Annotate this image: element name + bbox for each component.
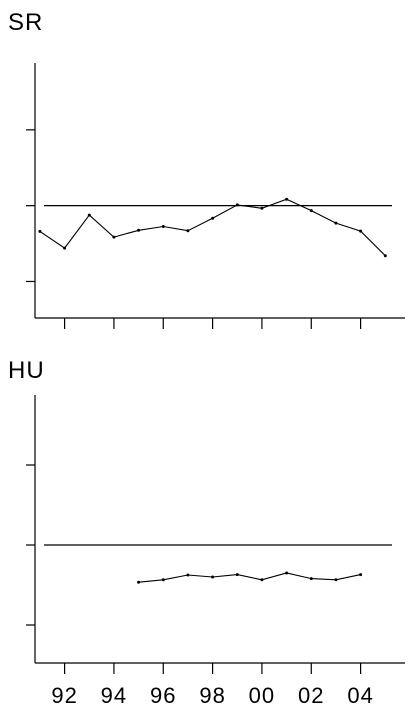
data-point-1999 [235, 573, 239, 577]
x-tick-label-5: 02 [298, 683, 324, 708]
data-point-1997 [186, 229, 190, 233]
x-tick-label-1: 94 [101, 683, 127, 708]
data-point-1999 [235, 203, 239, 207]
data-point-1991 [38, 229, 42, 233]
data-point-2002 [309, 209, 313, 213]
x-tick-label-0: 92 [51, 683, 77, 708]
data-point-2003 [334, 221, 338, 225]
data-point-2001 [285, 571, 289, 575]
data-point-2000 [260, 578, 264, 582]
x-tick-label-4: 00 [249, 683, 275, 708]
series-line-0 [39, 198, 386, 257]
series-line-0 [138, 572, 361, 583]
data-point-2005 [383, 254, 387, 258]
data-point-2002 [309, 577, 313, 581]
x-tick-label-6: 04 [347, 683, 373, 708]
data-point-2003 [334, 578, 338, 582]
data-point-1995 [137, 228, 141, 232]
data-point-1997 [186, 573, 190, 577]
data-point-1996 [161, 578, 165, 582]
data-point-2004 [359, 573, 363, 577]
data-point-1992 [63, 246, 67, 250]
data-point-1994 [112, 235, 116, 239]
data-point-1995 [137, 580, 141, 584]
data-point-1998 [211, 216, 215, 220]
chart-panel-sr [26, 63, 405, 329]
data-point-1998 [211, 575, 215, 579]
x-tick-label-3: 98 [199, 683, 225, 708]
x-tick-label-2: 96 [150, 683, 176, 708]
data-point-1993 [87, 213, 91, 217]
data-point-1996 [161, 225, 165, 228]
x-tick-labels: 92 94 96 98 00 02 04 [51, 683, 373, 708]
data-point-2004 [359, 229, 363, 233]
panel-title-hu: HU [8, 357, 45, 384]
chart-panel-hu [26, 395, 405, 674]
panel-title-sr: SR [8, 9, 43, 36]
data-point-2000 [260, 206, 264, 210]
data-point-2001 [285, 197, 289, 201]
